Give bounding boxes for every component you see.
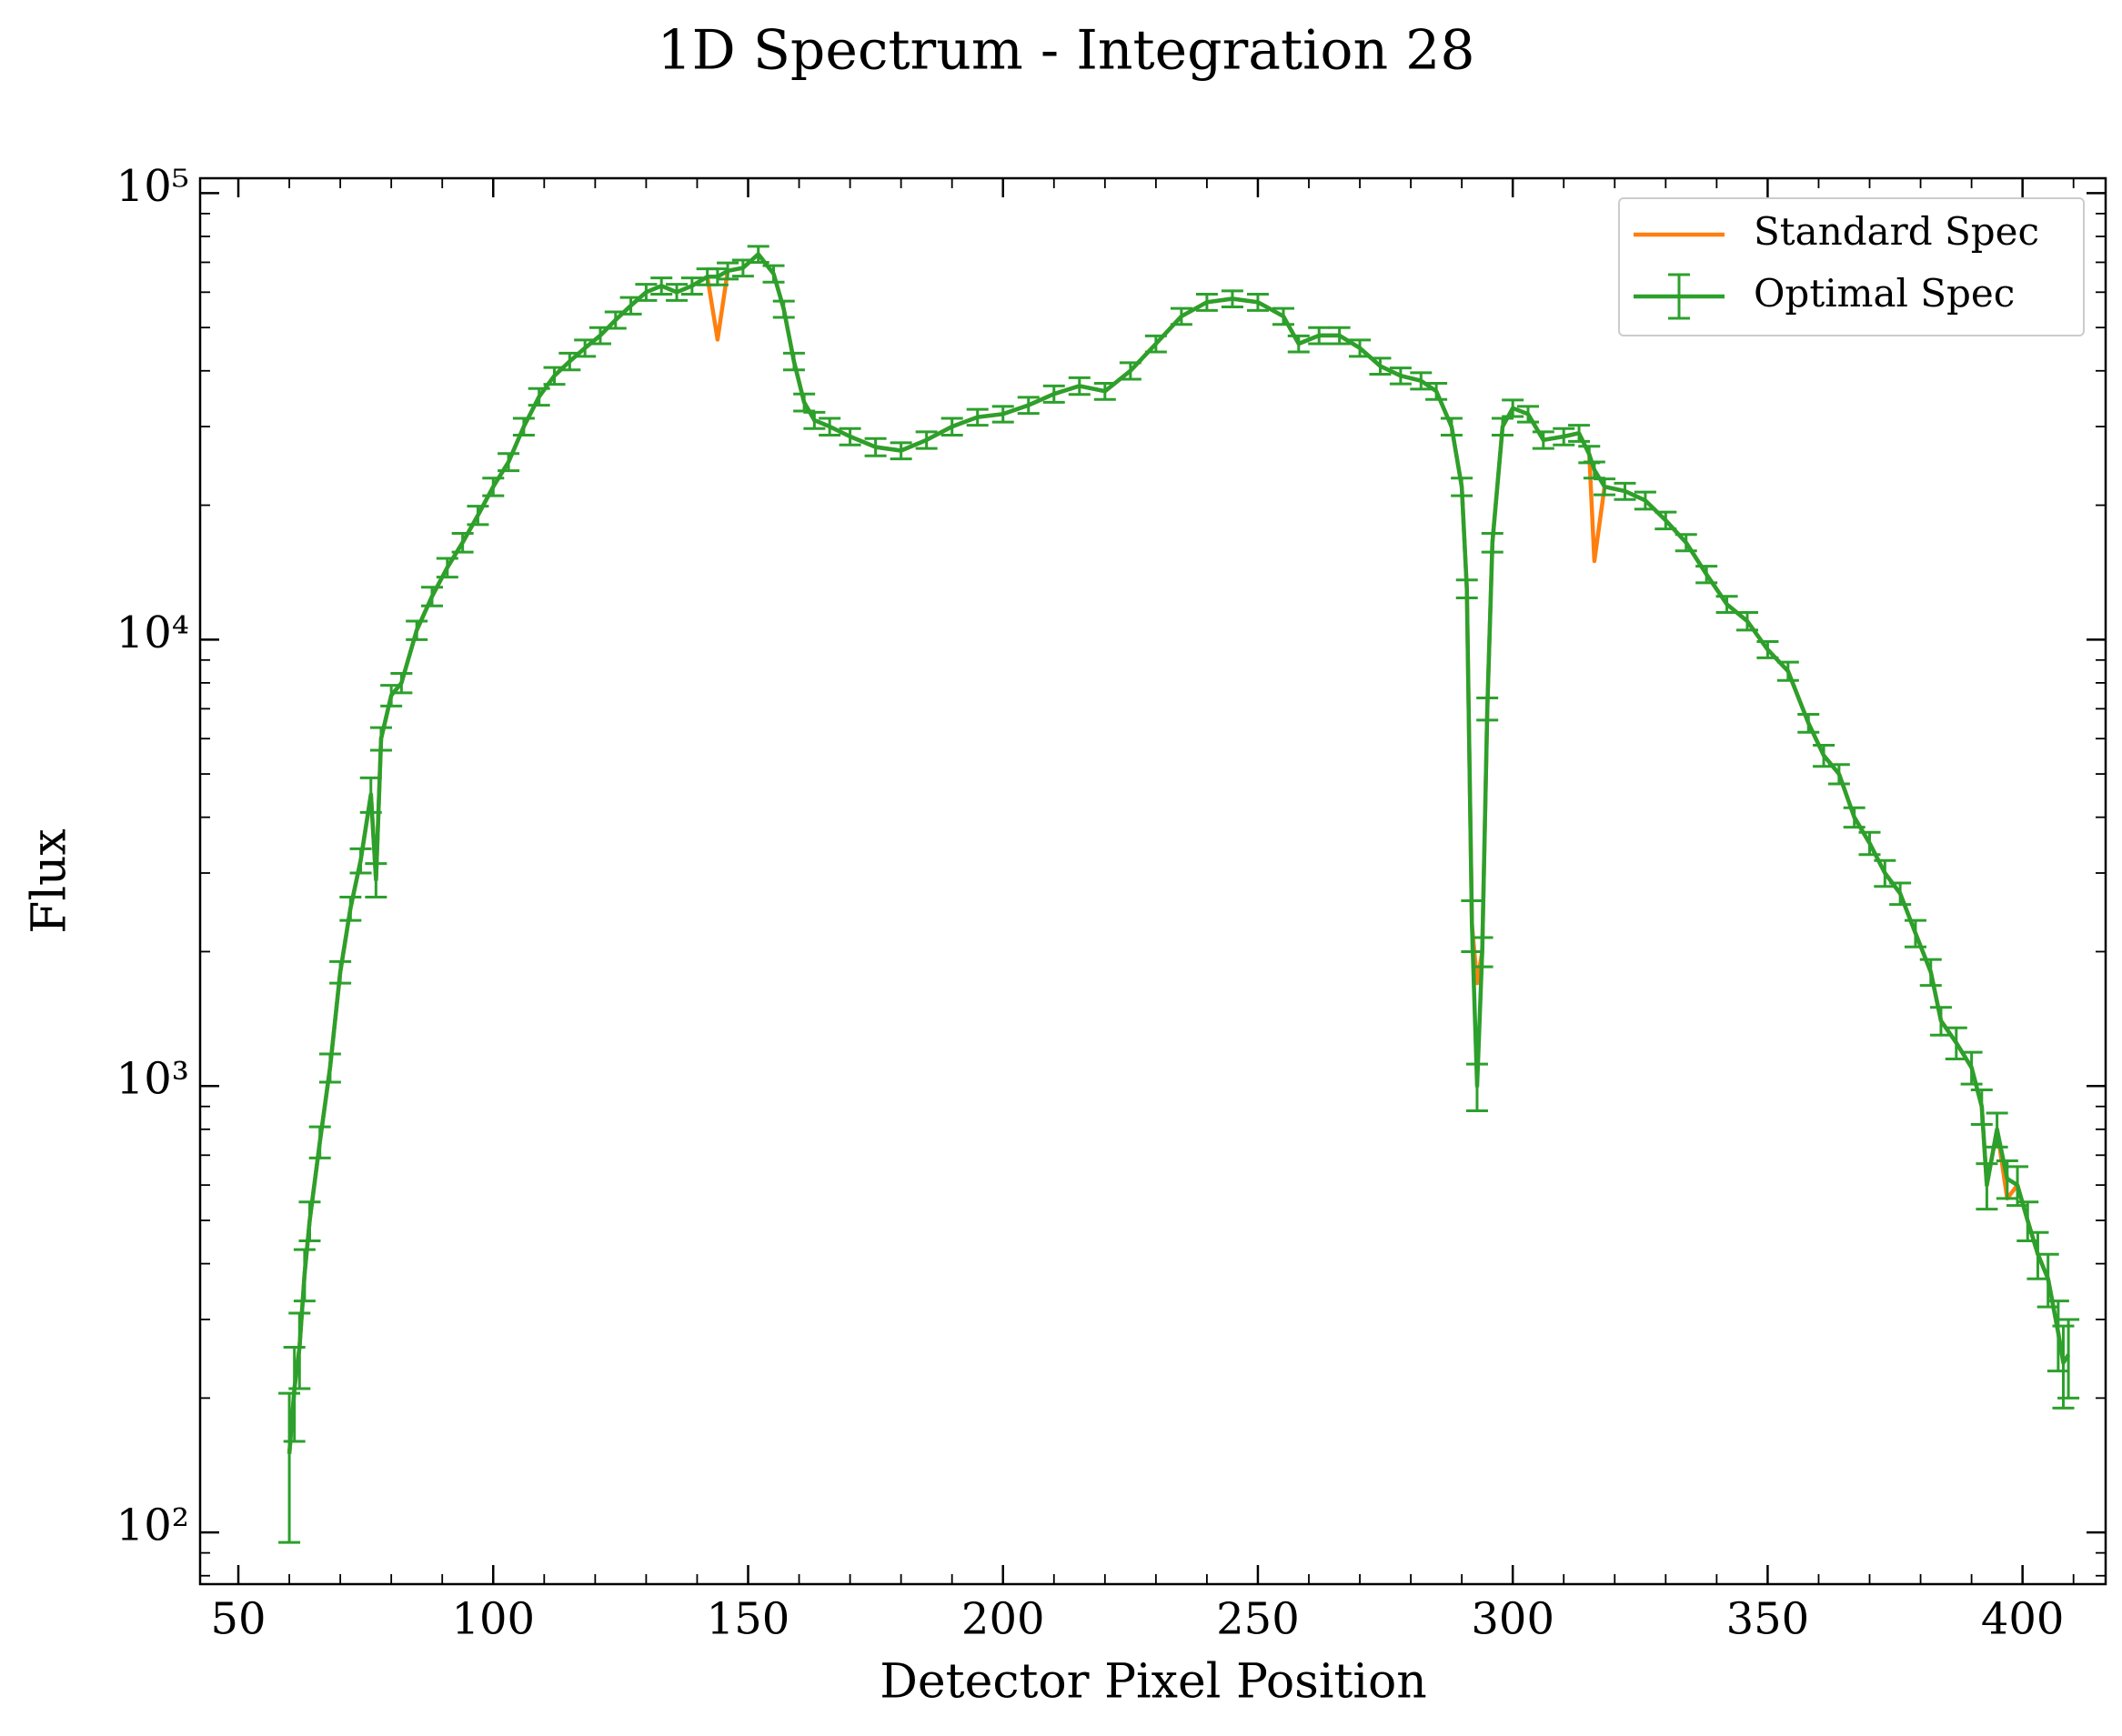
x-tick-label: 400 bbox=[1981, 1594, 2065, 1645]
error-bar bbox=[2057, 1318, 2080, 1400]
y-tick-label: 10² bbox=[116, 1500, 189, 1551]
legend: Standard Spec Optimal Spec bbox=[1618, 197, 2085, 336]
legend-label: Optimal Spec bbox=[1754, 271, 2015, 316]
chart-title: 1D Spectrum - Integration 28 bbox=[657, 19, 1474, 83]
x-tick-label: 300 bbox=[1471, 1594, 1554, 1645]
x-tick-label: 250 bbox=[1216, 1594, 1300, 1645]
axes-frame bbox=[198, 176, 2107, 1586]
x-tick-label: 200 bbox=[961, 1594, 1045, 1645]
x-axis-label: Detector Pixel Position bbox=[880, 1655, 1427, 1710]
x-tick-label: 150 bbox=[707, 1594, 790, 1645]
x-tick-label: 100 bbox=[451, 1594, 535, 1645]
error-bar bbox=[278, 1391, 301, 1544]
legend-frame bbox=[1618, 197, 2085, 336]
legend-label: Standard Spec bbox=[1754, 209, 2039, 254]
y-tick-label: 10⁵ bbox=[116, 161, 189, 212]
x-tick-label: 50 bbox=[210, 1594, 266, 1645]
x-tick-label: 350 bbox=[1726, 1594, 1810, 1645]
plot-area bbox=[278, 245, 2080, 1544]
series-line bbox=[287, 252, 2070, 1454]
y-tick-label: 10³ bbox=[116, 1054, 189, 1105]
y-axis-label: Flux bbox=[23, 828, 77, 934]
y-tick-label: 10⁴ bbox=[116, 607, 189, 658]
